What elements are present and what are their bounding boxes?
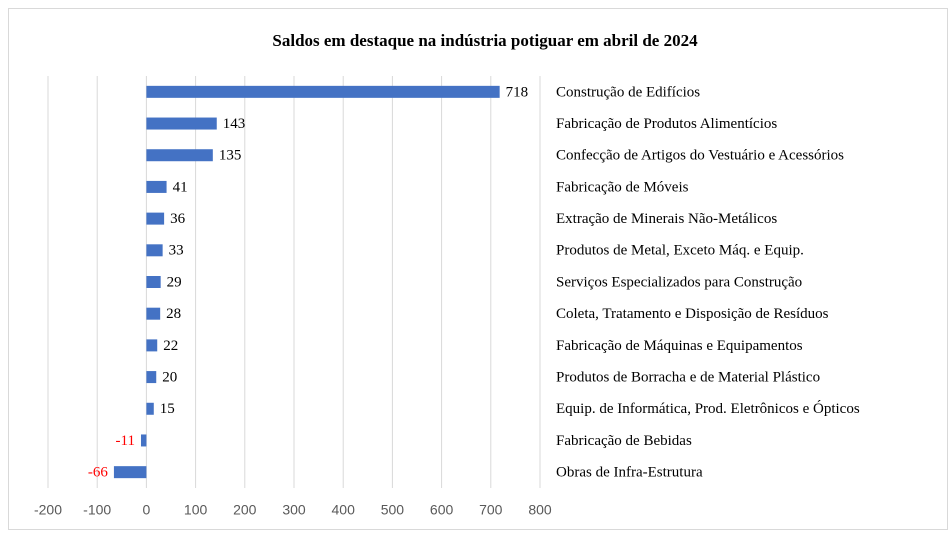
- value-label: 29: [167, 274, 182, 290]
- x-tick-label: 600: [430, 502, 454, 518]
- bar: [146, 339, 158, 352]
- x-tick-label: 0: [143, 502, 151, 518]
- category-label: Serviços Especializados para Construção: [556, 274, 802, 290]
- value-label: 36: [170, 211, 186, 227]
- value-label: -11: [116, 433, 135, 449]
- bar: [146, 117, 217, 130]
- bar: [146, 276, 161, 288]
- chart-title: Saldos em destaque na indústria potiguar…: [272, 31, 698, 50]
- x-tick-label: 400: [332, 502, 356, 518]
- value-label: 20: [162, 370, 177, 386]
- category-label: Produtos de Metal, Exceto Máq. e Equip.: [556, 243, 804, 259]
- category-label: Produtos de Borracha e de Material Plást…: [556, 370, 820, 386]
- x-tick-label: 300: [282, 502, 306, 518]
- x-tick-label: 100: [184, 502, 208, 518]
- category-label: Coleta, Tratamento e Disposição de Resíd…: [556, 306, 829, 322]
- bar: [146, 371, 157, 384]
- bar: [146, 402, 154, 415]
- value-label: -66: [88, 465, 108, 481]
- value-label: 718: [506, 84, 529, 100]
- category-label: Obras de Infra-Estrutura: [556, 465, 703, 481]
- bar: [113, 466, 147, 479]
- x-tick-label: 200: [233, 502, 257, 518]
- x-tick-label: 700: [479, 502, 503, 518]
- value-label: 22: [163, 338, 178, 354]
- category-label: Confecção de Artigos do Vestuário e Aces…: [556, 148, 844, 164]
- category-label: Construção de Edifícios: [556, 84, 700, 100]
- x-tick-label: -200: [34, 502, 62, 518]
- value-label: 135: [219, 148, 242, 164]
- category-label: Fabricação de Bebidas: [556, 433, 692, 449]
- bar: [146, 149, 213, 162]
- x-tick-label: 500: [381, 502, 405, 518]
- bar: [146, 85, 500, 98]
- category-label: Equip. de Informática, Prod. Eletrônicos…: [556, 400, 860, 417]
- value-label: 28: [166, 306, 181, 322]
- category-label: Fabricação de Máquinas e Equipamentos: [556, 338, 803, 354]
- value-label: 33: [169, 243, 184, 259]
- bar: [140, 434, 147, 447]
- category-label: Fabricação de Produtos Alimentícios: [556, 116, 777, 132]
- category-label: Fabricação de Móveis: [556, 179, 689, 195]
- value-label: 15: [160, 401, 175, 417]
- value-label: 41: [173, 179, 188, 195]
- bar: [146, 212, 165, 225]
- bar: [146, 244, 163, 257]
- bar: [146, 307, 161, 320]
- x-tick-label: -100: [83, 502, 111, 518]
- bar: [146, 180, 167, 193]
- x-tick-label: 800: [528, 502, 552, 518]
- category-label: Extração de Minerais Não-Metálicos: [556, 211, 777, 227]
- value-label: 143: [223, 116, 246, 132]
